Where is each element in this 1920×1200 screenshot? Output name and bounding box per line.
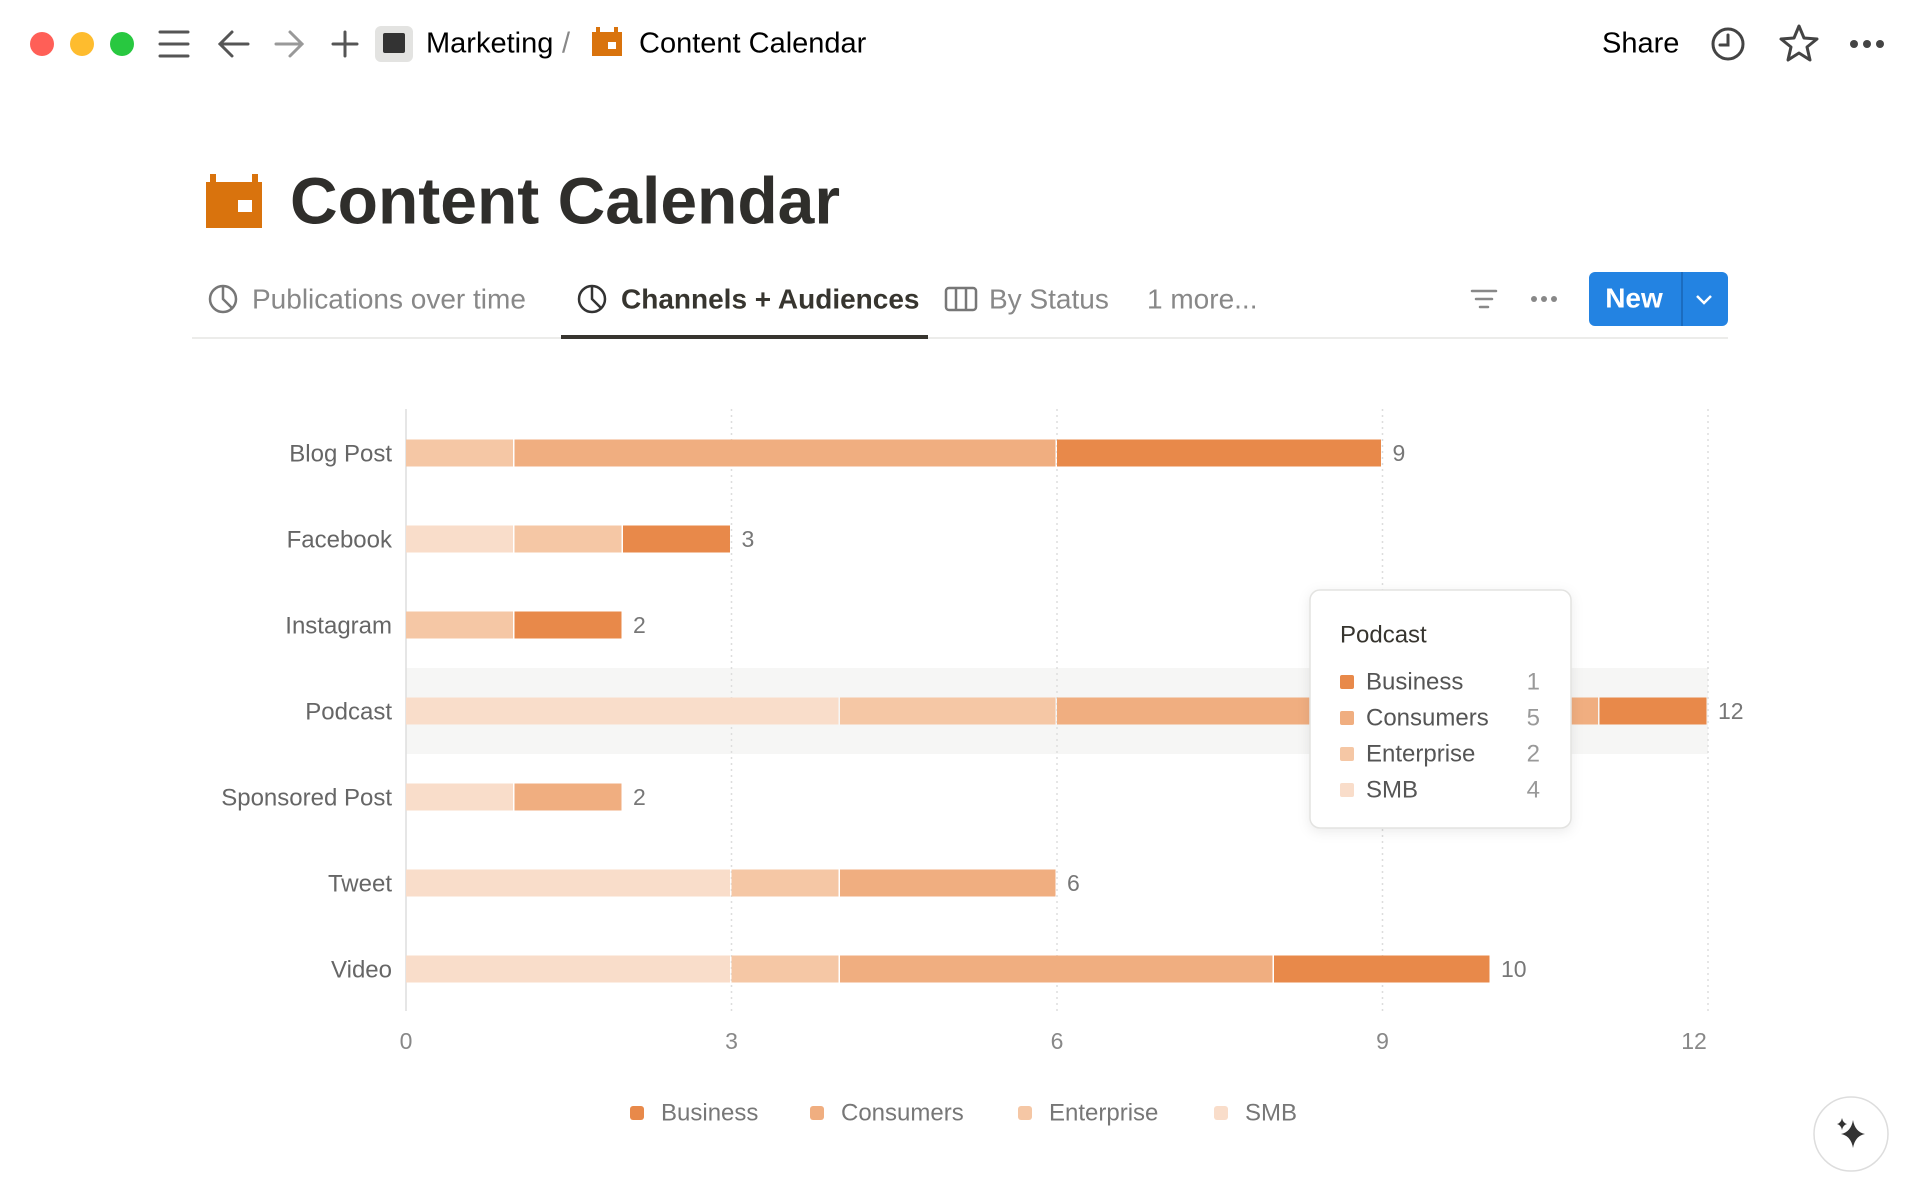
new-page-button[interactable] xyxy=(331,30,359,58)
bar-segment xyxy=(514,611,622,639)
total-label: 12 xyxy=(1718,698,1744,724)
tab[interactable]: By Status xyxy=(989,283,1109,314)
tooltip-value: 5 xyxy=(1527,704,1540,731)
tooltip-value: 2 xyxy=(1527,740,1540,767)
bar-segment xyxy=(406,611,513,639)
history-button[interactable] xyxy=(1711,27,1745,61)
bar-segment xyxy=(623,525,730,553)
total-label: 2 xyxy=(633,784,646,810)
page-title: Content Calendar xyxy=(290,163,840,237)
total-label: 10 xyxy=(1501,956,1527,982)
new-button-label[interactable]: New xyxy=(1605,282,1663,313)
y-tick-label: Tweet xyxy=(328,870,392,897)
legend-swatch xyxy=(1018,1106,1032,1120)
bar-segment xyxy=(731,869,839,897)
tooltip-swatch xyxy=(1340,783,1354,797)
total-label: 9 xyxy=(1393,440,1406,466)
tooltip-label: Business xyxy=(1366,668,1463,695)
tab-icon xyxy=(944,286,978,312)
close-button[interactable] xyxy=(30,32,54,56)
bar-segment xyxy=(731,955,839,983)
page-icon xyxy=(206,174,262,228)
tooltip-value: 4 xyxy=(1527,776,1540,803)
y-tick-label: Video xyxy=(331,956,392,983)
breadcrumb-current[interactable]: Content Calendar xyxy=(639,28,867,60)
tooltip-label: Consumers xyxy=(1366,704,1489,731)
back-button[interactable] xyxy=(217,30,250,58)
legend-swatch xyxy=(1214,1106,1228,1120)
x-tick-label: 0 xyxy=(400,1028,413,1054)
tooltip-swatch xyxy=(1340,747,1354,761)
x-tick-label: 6 xyxy=(1051,1028,1064,1054)
tooltip-swatch xyxy=(1340,711,1354,725)
breadcrumb-separator: / xyxy=(562,28,571,60)
minimize-button[interactable] xyxy=(70,32,94,56)
menu-button[interactable] xyxy=(158,30,190,58)
bar-segment xyxy=(1599,697,1707,725)
y-tick-label: Sponsored Post xyxy=(221,784,392,811)
forward-button[interactable] xyxy=(274,30,305,58)
tooltip-label: Enterprise xyxy=(1366,740,1475,767)
y-tick-label: Blog Post xyxy=(289,440,392,467)
favorite-button[interactable] xyxy=(1779,24,1819,62)
total-label: 2 xyxy=(633,612,646,638)
total-label: 6 xyxy=(1067,870,1080,896)
tab-active[interactable]: Channels + Audiences xyxy=(621,283,920,314)
bar-segment xyxy=(840,955,1273,983)
x-tick-label: 3 xyxy=(725,1028,738,1054)
bar-segment xyxy=(514,439,1056,467)
new-dropdown[interactable] xyxy=(1696,295,1712,305)
tab[interactable]: 1 more... xyxy=(1147,283,1257,314)
tooltip xyxy=(1309,589,1572,829)
breadcrumb-parent[interactable]: Marketing xyxy=(426,28,553,60)
filter-button[interactable] xyxy=(1470,289,1498,309)
more-button[interactable] xyxy=(1850,40,1884,48)
legend-swatch xyxy=(810,1106,824,1120)
ai-icon xyxy=(1837,1118,1865,1148)
bar-segment xyxy=(1057,439,1381,467)
bar-segment xyxy=(406,955,730,983)
bar-segment xyxy=(514,525,622,553)
share-button[interactable]: Share xyxy=(1602,28,1679,60)
bar-segment xyxy=(406,439,513,467)
bar-segment xyxy=(840,697,1056,725)
tooltip-value: 1 xyxy=(1527,668,1540,695)
bar-segment xyxy=(514,783,622,811)
workspace-icon-glyph xyxy=(383,33,405,53)
tab-icon xyxy=(208,284,238,314)
legend-label[interactable]: Business xyxy=(661,1099,758,1126)
tab-icon xyxy=(577,284,607,314)
bar-segment xyxy=(1274,955,1490,983)
bar-segment xyxy=(406,525,513,553)
y-tick-label: Instagram xyxy=(285,612,392,639)
total-label: 3 xyxy=(742,526,755,552)
legend-swatch xyxy=(630,1106,644,1120)
new-button[interactable] xyxy=(1589,272,1728,326)
x-tick-label: 12 xyxy=(1681,1028,1707,1054)
tooltip-label: SMB xyxy=(1366,776,1418,803)
bar-segment xyxy=(406,697,839,725)
tab[interactable]: Publications over time xyxy=(252,283,526,314)
view-options-button[interactable] xyxy=(1531,296,1557,302)
x-tick-label: 9 xyxy=(1376,1028,1389,1054)
legend-label[interactable]: Consumers xyxy=(841,1099,964,1126)
bar-segment xyxy=(406,869,730,897)
legend-label[interactable]: SMB xyxy=(1245,1099,1297,1126)
maximize-button[interactable] xyxy=(110,32,134,56)
y-tick-label: Facebook xyxy=(287,526,393,553)
bar-segment xyxy=(840,869,1056,897)
tooltip-title: Podcast xyxy=(1340,621,1427,648)
y-tick-label: Podcast xyxy=(305,698,392,725)
tooltip-swatch xyxy=(1340,675,1354,689)
legend-label[interactable]: Enterprise xyxy=(1049,1099,1158,1126)
bar-segment xyxy=(406,783,513,811)
breadcrumb-icon xyxy=(592,27,622,56)
